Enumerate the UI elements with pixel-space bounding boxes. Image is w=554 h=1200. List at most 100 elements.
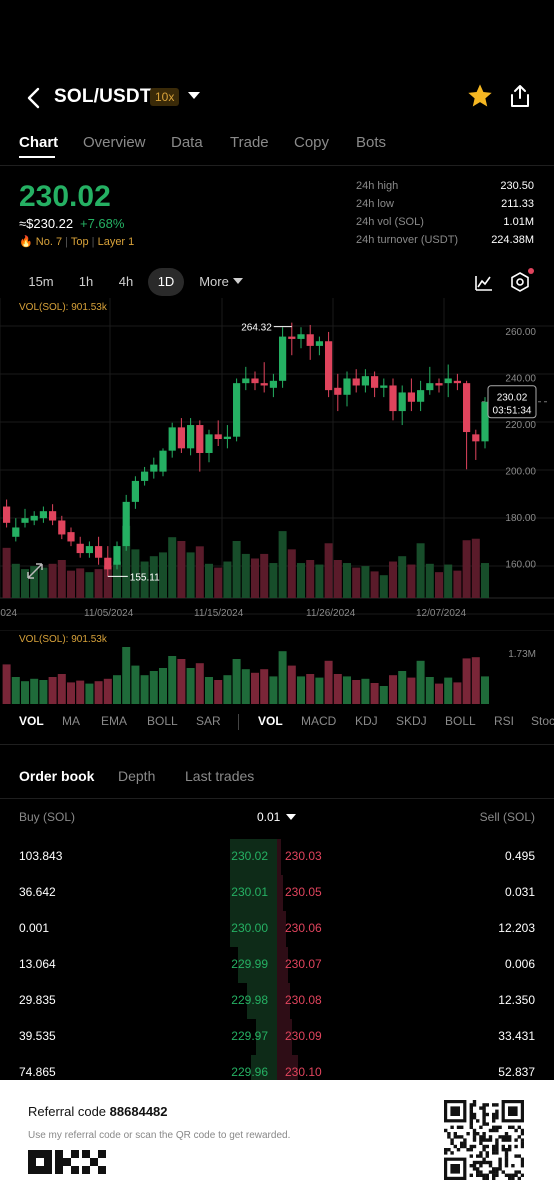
volume-bar	[389, 561, 397, 598]
volume-bar	[435, 572, 443, 598]
indicator-sar[interactable]: SAR	[196, 714, 221, 728]
orderbook-row[interactable]: 103.843 230.02 230.03 0.495	[0, 839, 554, 875]
candle-body	[3, 506, 11, 523]
tab-trade[interactable]: Trade	[230, 134, 269, 151]
interval-15m[interactable]: 15m	[28, 274, 54, 289]
indicator-boll-main[interactable]: BOLL	[147, 714, 178, 728]
orderbook-row[interactable]: 0.001 230.00 230.06 12.203	[0, 911, 554, 947]
indicator-vol-sub[interactable]: VOL	[258, 714, 283, 728]
price-change: +7.68%	[80, 216, 125, 231]
chevron-down-icon	[232, 278, 243, 284]
orderbook-row[interactable]: 36.642 230.01 230.05 0.031	[0, 875, 554, 911]
volume-chart[interactable]: VOL(SOL): 901.53k 1.73M	[0, 630, 554, 704]
buy-price: 230.02	[231, 849, 268, 863]
sell-quantity: 52.837	[498, 1065, 535, 1079]
interval-1h[interactable]: 1h	[78, 274, 94, 289]
volume-bar	[39, 567, 48, 598]
indicator-chart-icon[interactable]	[474, 272, 494, 292]
candle-body	[49, 511, 57, 521]
tab-copy[interactable]: Copy	[294, 134, 330, 151]
pair-dropdown-icon[interactable]	[188, 92, 200, 99]
buy-price: 230.01	[231, 885, 268, 899]
volume-bar	[297, 676, 305, 704]
tag-top[interactable]: Top	[70, 236, 89, 248]
sell-depth-bar	[277, 947, 288, 983]
orderbook-row[interactable]: 29.835 229.98 230.08 12.350	[0, 983, 554, 1019]
candle-body	[104, 557, 112, 570]
qr-code-icon[interactable]	[444, 1100, 524, 1180]
tab-overview[interactable]: Overview	[83, 134, 146, 151]
indicator-skdj[interactable]: SKDJ	[396, 714, 427, 728]
volume-bar	[140, 675, 149, 704]
header-bar: SOL/USDT 10x	[0, 78, 554, 118]
current-price-box	[487, 385, 537, 419]
buy-depth-bar	[247, 983, 277, 1019]
candle-body	[76, 543, 84, 554]
candlestick-chart[interactable]: VOL(SOL): 901.53k 260.00 240.00 220.00 200.…	[0, 298, 554, 628]
interval-4h[interactable]: 4h	[118, 274, 134, 289]
orderbook-row[interactable]: 13.064 229.99 230.07 0.006	[0, 947, 554, 983]
volume-bar	[11, 677, 20, 704]
indicator-ema[interactable]: EMA	[101, 714, 128, 728]
back-arrow-icon[interactable]	[24, 86, 44, 110]
rank-label[interactable]: No. 7	[35, 236, 63, 248]
expand-icon[interactable]	[27, 563, 43, 579]
interval-1d[interactable]: 1D	[148, 268, 184, 296]
volume-bar	[260, 553, 269, 598]
sell-price: 230.05	[285, 885, 322, 899]
volume-bar	[481, 563, 489, 598]
sell-quantity: 12.203	[498, 921, 535, 935]
volume-bar	[315, 677, 324, 704]
sell-price: 230.07	[285, 957, 322, 971]
countdown-label: 03:51:34	[493, 406, 532, 417]
volume-bar	[30, 566, 39, 598]
y-tick-label: 180.00	[505, 513, 536, 524]
tab-chart[interactable]: Chart	[19, 134, 59, 151]
y-tick-label: 260.00	[505, 327, 536, 338]
tab-bots[interactable]: Bots	[356, 134, 387, 151]
indicator-boll-sub[interactable]: BOLL	[445, 714, 476, 728]
volume-bar	[287, 665, 296, 704]
precision-selector[interactable]: 0.01	[257, 810, 297, 824]
divider	[0, 744, 554, 745]
tab-depth[interactable]: Depth	[118, 768, 156, 784]
orderbook-row[interactable]: 74.865 229.96 230.10 52.837	[0, 1055, 554, 1091]
sell-price: 230.06	[285, 921, 322, 935]
volume-bar	[435, 683, 443, 704]
candle-body	[39, 511, 47, 519]
y-tick-label: 160.00	[505, 560, 536, 571]
indicator-macd[interactable]: MACD	[301, 714, 337, 728]
tag-layer[interactable]: Layer 1	[97, 236, 135, 248]
indicator-kdj[interactable]: KDJ	[355, 714, 378, 728]
indicator-vol-main[interactable]: VOL	[19, 714, 44, 728]
settings-hexagon-icon[interactable]	[510, 271, 530, 293]
sell-quantity: 0.006	[504, 957, 535, 971]
volume-bar	[471, 538, 480, 598]
tab-data[interactable]: Data	[171, 134, 203, 151]
stat-24h-high: 24h high 230.50	[356, 180, 534, 192]
tab-last-trades[interactable]: Last trades	[185, 768, 255, 784]
candle-body	[472, 434, 480, 442]
current-price-label: 230.02	[497, 393, 528, 404]
volume-bar	[103, 566, 112, 598]
x-tick-label: 11/05/2024	[84, 608, 134, 619]
pair-title[interactable]: SOL/USDT	[54, 86, 152, 107]
candle-body	[315, 341, 323, 346]
indicator-ma[interactable]: MA	[62, 714, 80, 728]
volume-bar	[131, 549, 140, 598]
orderbook-row[interactable]: 39.535 229.97 230.09 33.431	[0, 1019, 554, 1055]
volume-bar	[48, 563, 57, 598]
buy-quantity: 13.064	[19, 957, 56, 971]
share-icon[interactable]	[508, 83, 532, 109]
sell-price: 230.09	[285, 1029, 322, 1043]
interval-more[interactable]: More	[193, 268, 249, 296]
tab-order-book[interactable]: Order book	[19, 768, 95, 784]
volume-bar	[168, 537, 177, 598]
sell-price: 230.03	[285, 849, 322, 863]
stat-24h-vol: 24h vol (SOL) 1.01M	[356, 216, 534, 228]
candle-body	[122, 501, 130, 547]
indicator-rsi[interactable]: RSI	[494, 714, 515, 728]
candle-body	[426, 383, 434, 391]
indicator-stoch[interactable]: Stoch	[531, 714, 554, 728]
star-favorite-icon[interactable]	[466, 82, 494, 110]
